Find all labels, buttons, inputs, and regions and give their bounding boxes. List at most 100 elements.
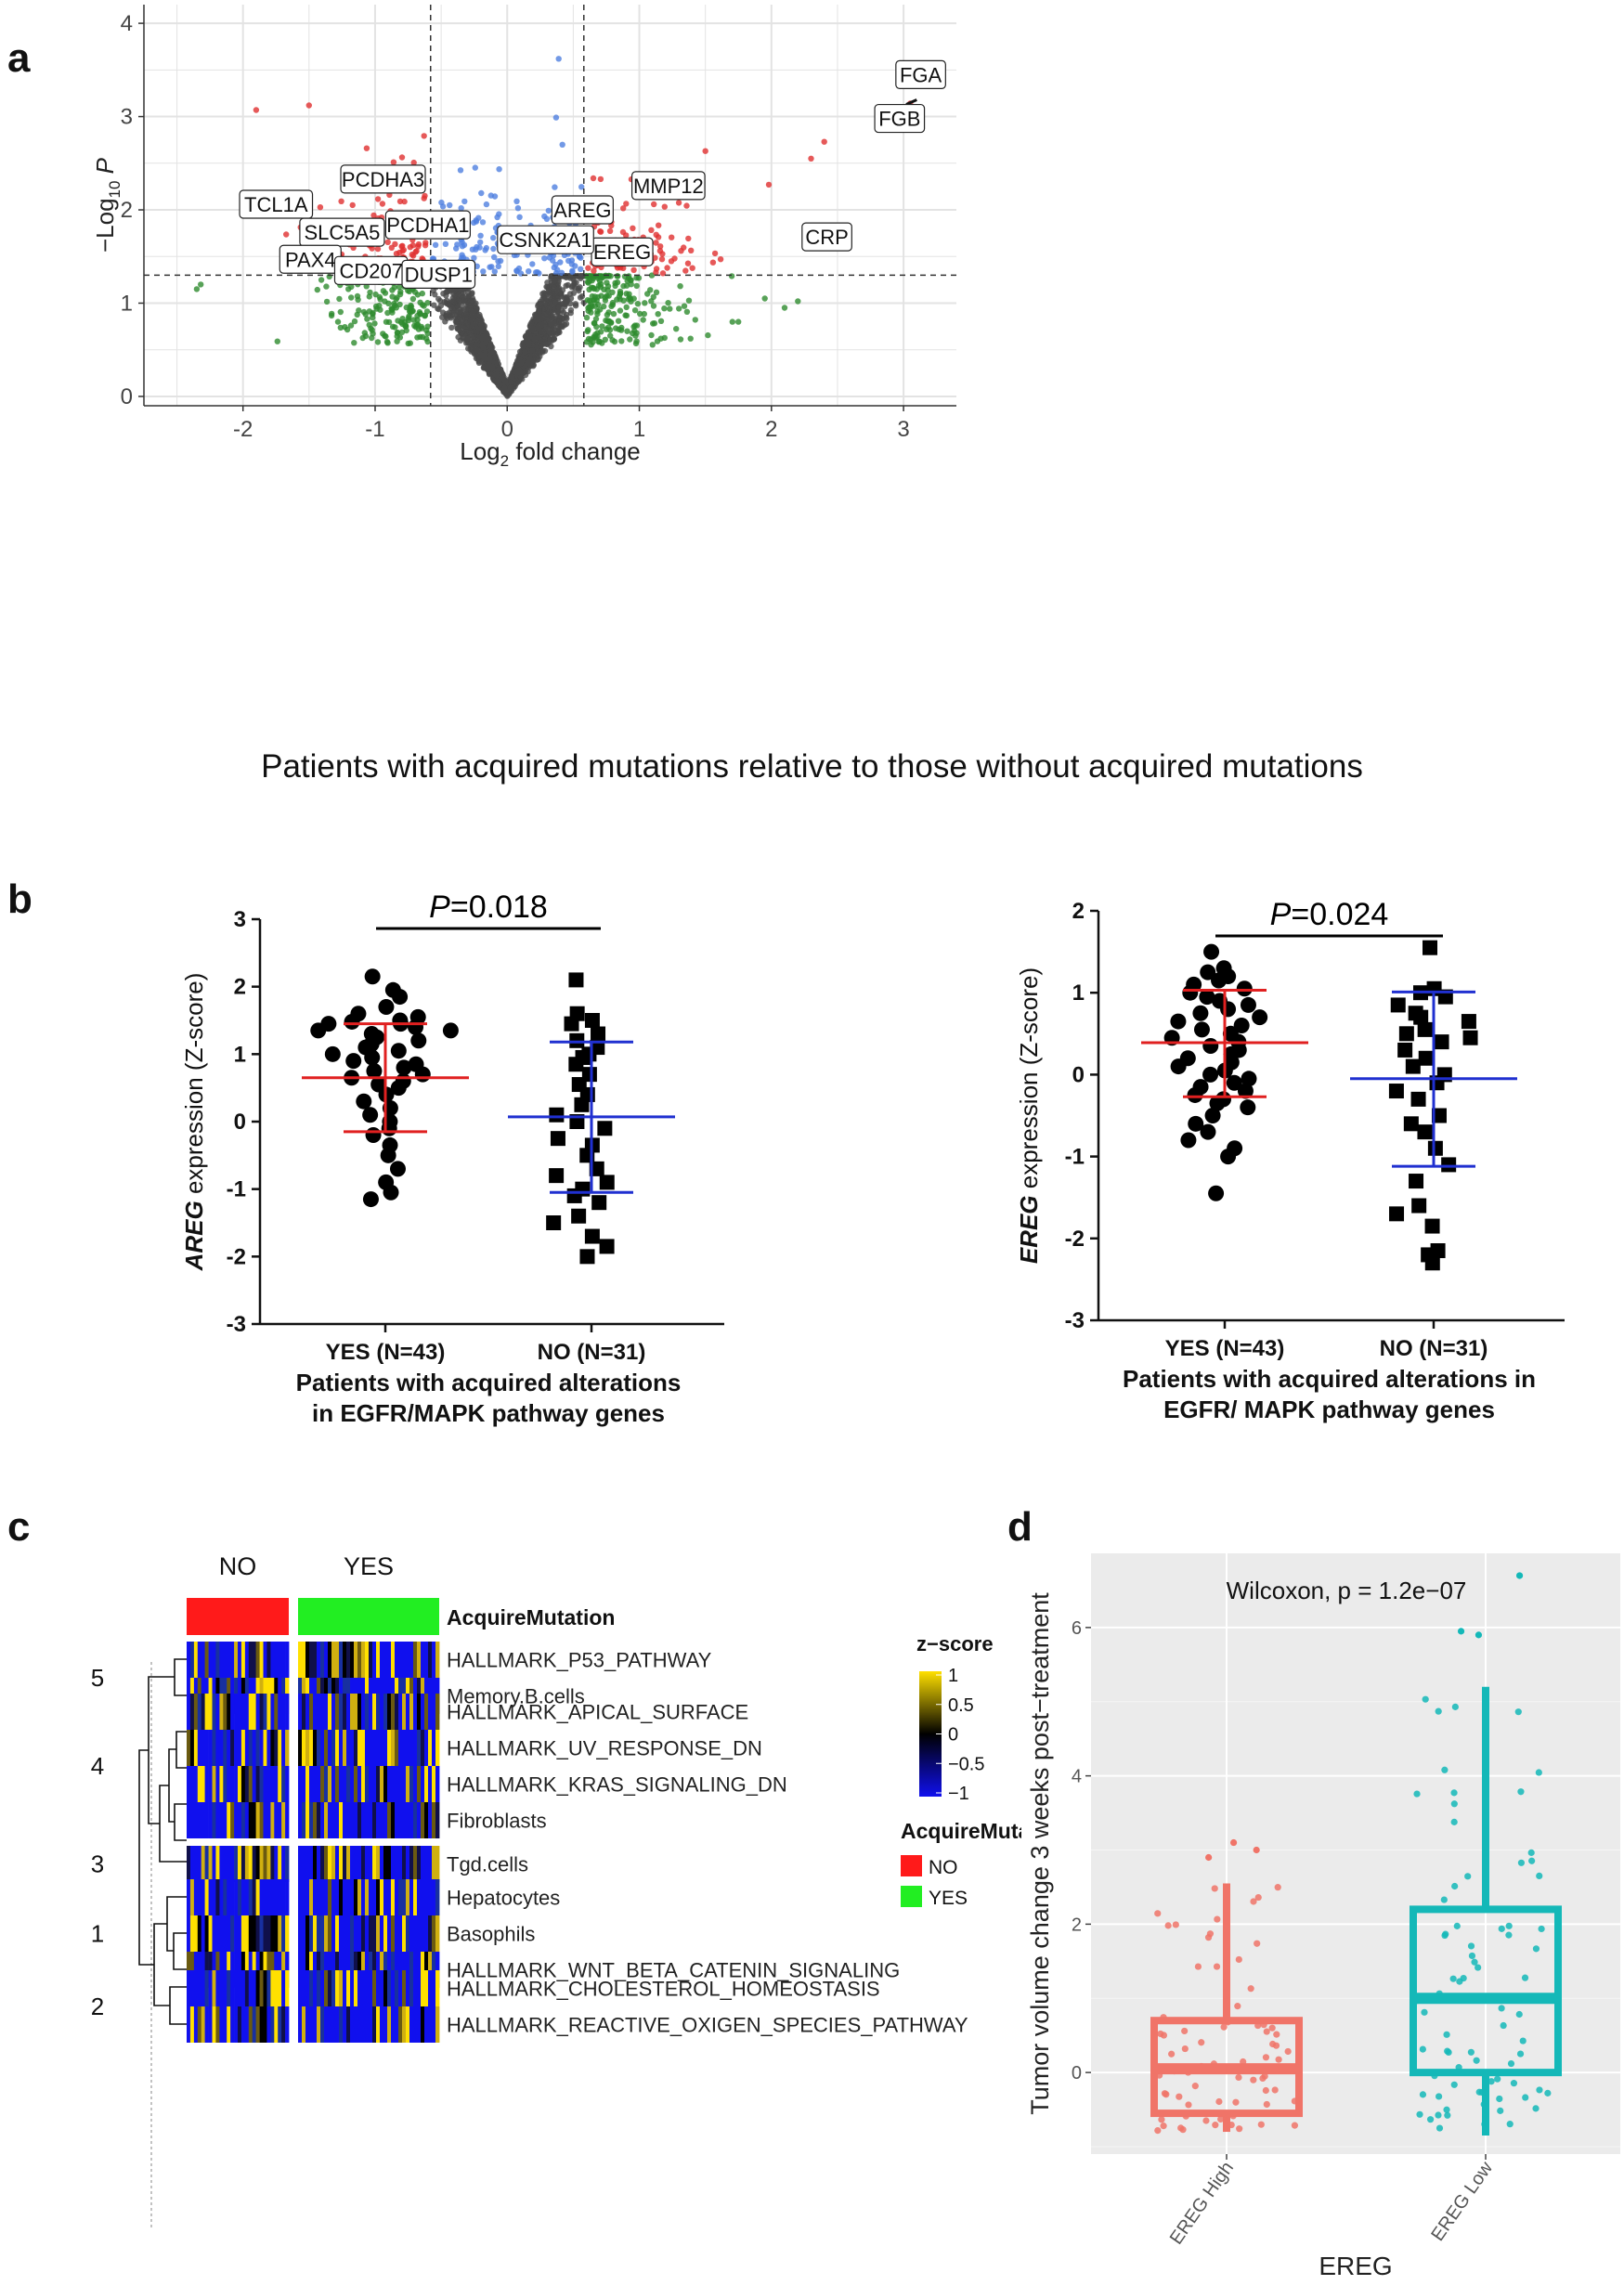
- heatmap-cell: [197, 1846, 202, 1882]
- heatmap-cell: [189, 1952, 195, 1988]
- heatmap-cell: [317, 1879, 321, 1915]
- heatmap-cell: [409, 1802, 414, 1838]
- dot-point: [381, 1120, 397, 1136]
- volcano-point: [526, 355, 533, 362]
- heatmap-cell: [230, 1846, 235, 1882]
- dot-point: [1180, 1132, 1197, 1149]
- heatmap-cell: [346, 1766, 351, 1802]
- volcano-point: [596, 338, 603, 344]
- heatmap-cell: [187, 1730, 191, 1766]
- volcano-point: [606, 227, 614, 234]
- heatmap-cell: [230, 1694, 235, 1730]
- dot-point: [546, 1215, 562, 1230]
- heatmap-cell: [313, 1730, 318, 1766]
- dot-point: [345, 1053, 362, 1070]
- volcano-point: [348, 294, 355, 301]
- box-jitter-point: [1519, 2037, 1527, 2045]
- heatmap-cell: [212, 2006, 216, 2043]
- volcano-point: [458, 205, 464, 212]
- heatmap-cell: [281, 1730, 286, 1766]
- volcano-point: [474, 334, 482, 341]
- panel-label-c: c: [7, 1504, 31, 1550]
- dot-point: [1418, 1050, 1434, 1066]
- heatmap-cell: [428, 1970, 433, 2006]
- heatmap-cell: [357, 1846, 362, 1882]
- box-jitter-point: [1164, 1922, 1172, 1929]
- heatmap-cell: [187, 1970, 191, 2006]
- volcano-point: [559, 287, 566, 293]
- heatmap-cell: [324, 1802, 329, 1838]
- heatmap-cell: [208, 1879, 213, 1915]
- volcano-point: [398, 329, 406, 335]
- panel-label-a: a: [7, 35, 31, 81]
- heatmap-cell: [313, 1915, 318, 1952]
- volcano-point: [407, 340, 413, 346]
- volcano-point: [472, 164, 478, 171]
- volcano-point: [616, 326, 622, 332]
- heatmap-cell: [346, 1730, 351, 1766]
- heatmap-cell: [252, 1642, 256, 1678]
- volcano-point: [494, 214, 500, 221]
- box-jitter-point: [1538, 1925, 1545, 1933]
- heatmap-cell: [331, 1802, 336, 1838]
- heatmap-cell: [263, 1952, 267, 1988]
- volcano-point: [526, 360, 532, 367]
- heatmap-cell: [365, 1694, 370, 1730]
- heatmap-cell: [219, 1879, 224, 1915]
- volcano-point: [607, 332, 614, 339]
- volcano-point: [550, 305, 556, 312]
- heatmap-cell: [354, 1802, 358, 1838]
- heatmap-cell: [255, 1766, 260, 1802]
- volcano-point: [669, 234, 675, 240]
- heatmap-cell: [238, 1766, 242, 1802]
- volcano-point: [377, 306, 383, 313]
- volcano-point: [504, 393, 511, 399]
- dot-point: [589, 1161, 604, 1176]
- volcano-point: [397, 289, 404, 295]
- volcano-point: [546, 330, 552, 336]
- gene-label-box: [384, 210, 471, 240]
- volcano-point: [599, 323, 605, 330]
- box-jitter-point: [1516, 2050, 1525, 2058]
- heatmap-cell: [259, 2006, 264, 2043]
- heatmap-cell: [274, 1694, 279, 1730]
- dot-point: [1241, 1071, 1257, 1087]
- box-jitter-point: [1445, 2048, 1452, 2057]
- dot-point: [1389, 1206, 1405, 1222]
- heatmap-cell: [309, 1730, 314, 1766]
- volcano-point: [410, 159, 417, 166]
- dot-y-tick-label: -2: [1065, 1227, 1085, 1252]
- heatmap-cell: [298, 1879, 303, 1915]
- heatmap-cell: [383, 1879, 388, 1915]
- volcano-point: [459, 252, 465, 258]
- heatmap-cell: [201, 1642, 205, 1678]
- volcano-point: [537, 303, 544, 309]
- heatmap-cell: [240, 2006, 246, 2043]
- volcano-point: [374, 245, 382, 253]
- heatmap-cell: [424, 1879, 429, 1915]
- heatmap-cell: [313, 1846, 318, 1882]
- heatmap-cell: [335, 1879, 340, 1915]
- heatmap-cell: [380, 1952, 384, 1988]
- heatmap-cell: [248, 1970, 253, 2006]
- dot-point: [1170, 1013, 1187, 1030]
- heatmap-cell: [189, 1915, 195, 1952]
- heatmap-cell: [335, 1694, 340, 1730]
- heatmap-cell: [219, 1642, 224, 1678]
- heatmap-cell: [255, 1879, 260, 1915]
- volcano-point: [591, 303, 599, 309]
- heatmap-cell: [270, 1846, 275, 1882]
- heatmap-cell: [317, 1802, 321, 1838]
- heatmap-cell: [270, 1642, 275, 1678]
- volcano-point: [623, 304, 630, 311]
- dot-point: [1417, 1021, 1433, 1037]
- heatmap-cell: [278, 1730, 282, 1766]
- volcano-point: [374, 196, 382, 202]
- dot-x-axis-title: in EGFR/MAPK pathway genes: [312, 1399, 665, 1427]
- heatmap-cell: [189, 1642, 195, 1678]
- heatmap-cell: [259, 1915, 264, 1952]
- box-jitter-point: [1236, 2125, 1243, 2133]
- heatmap-cell: [369, 1915, 373, 1952]
- heatmap-cell: [223, 1952, 227, 1988]
- heatmap-cell: [413, 1802, 418, 1838]
